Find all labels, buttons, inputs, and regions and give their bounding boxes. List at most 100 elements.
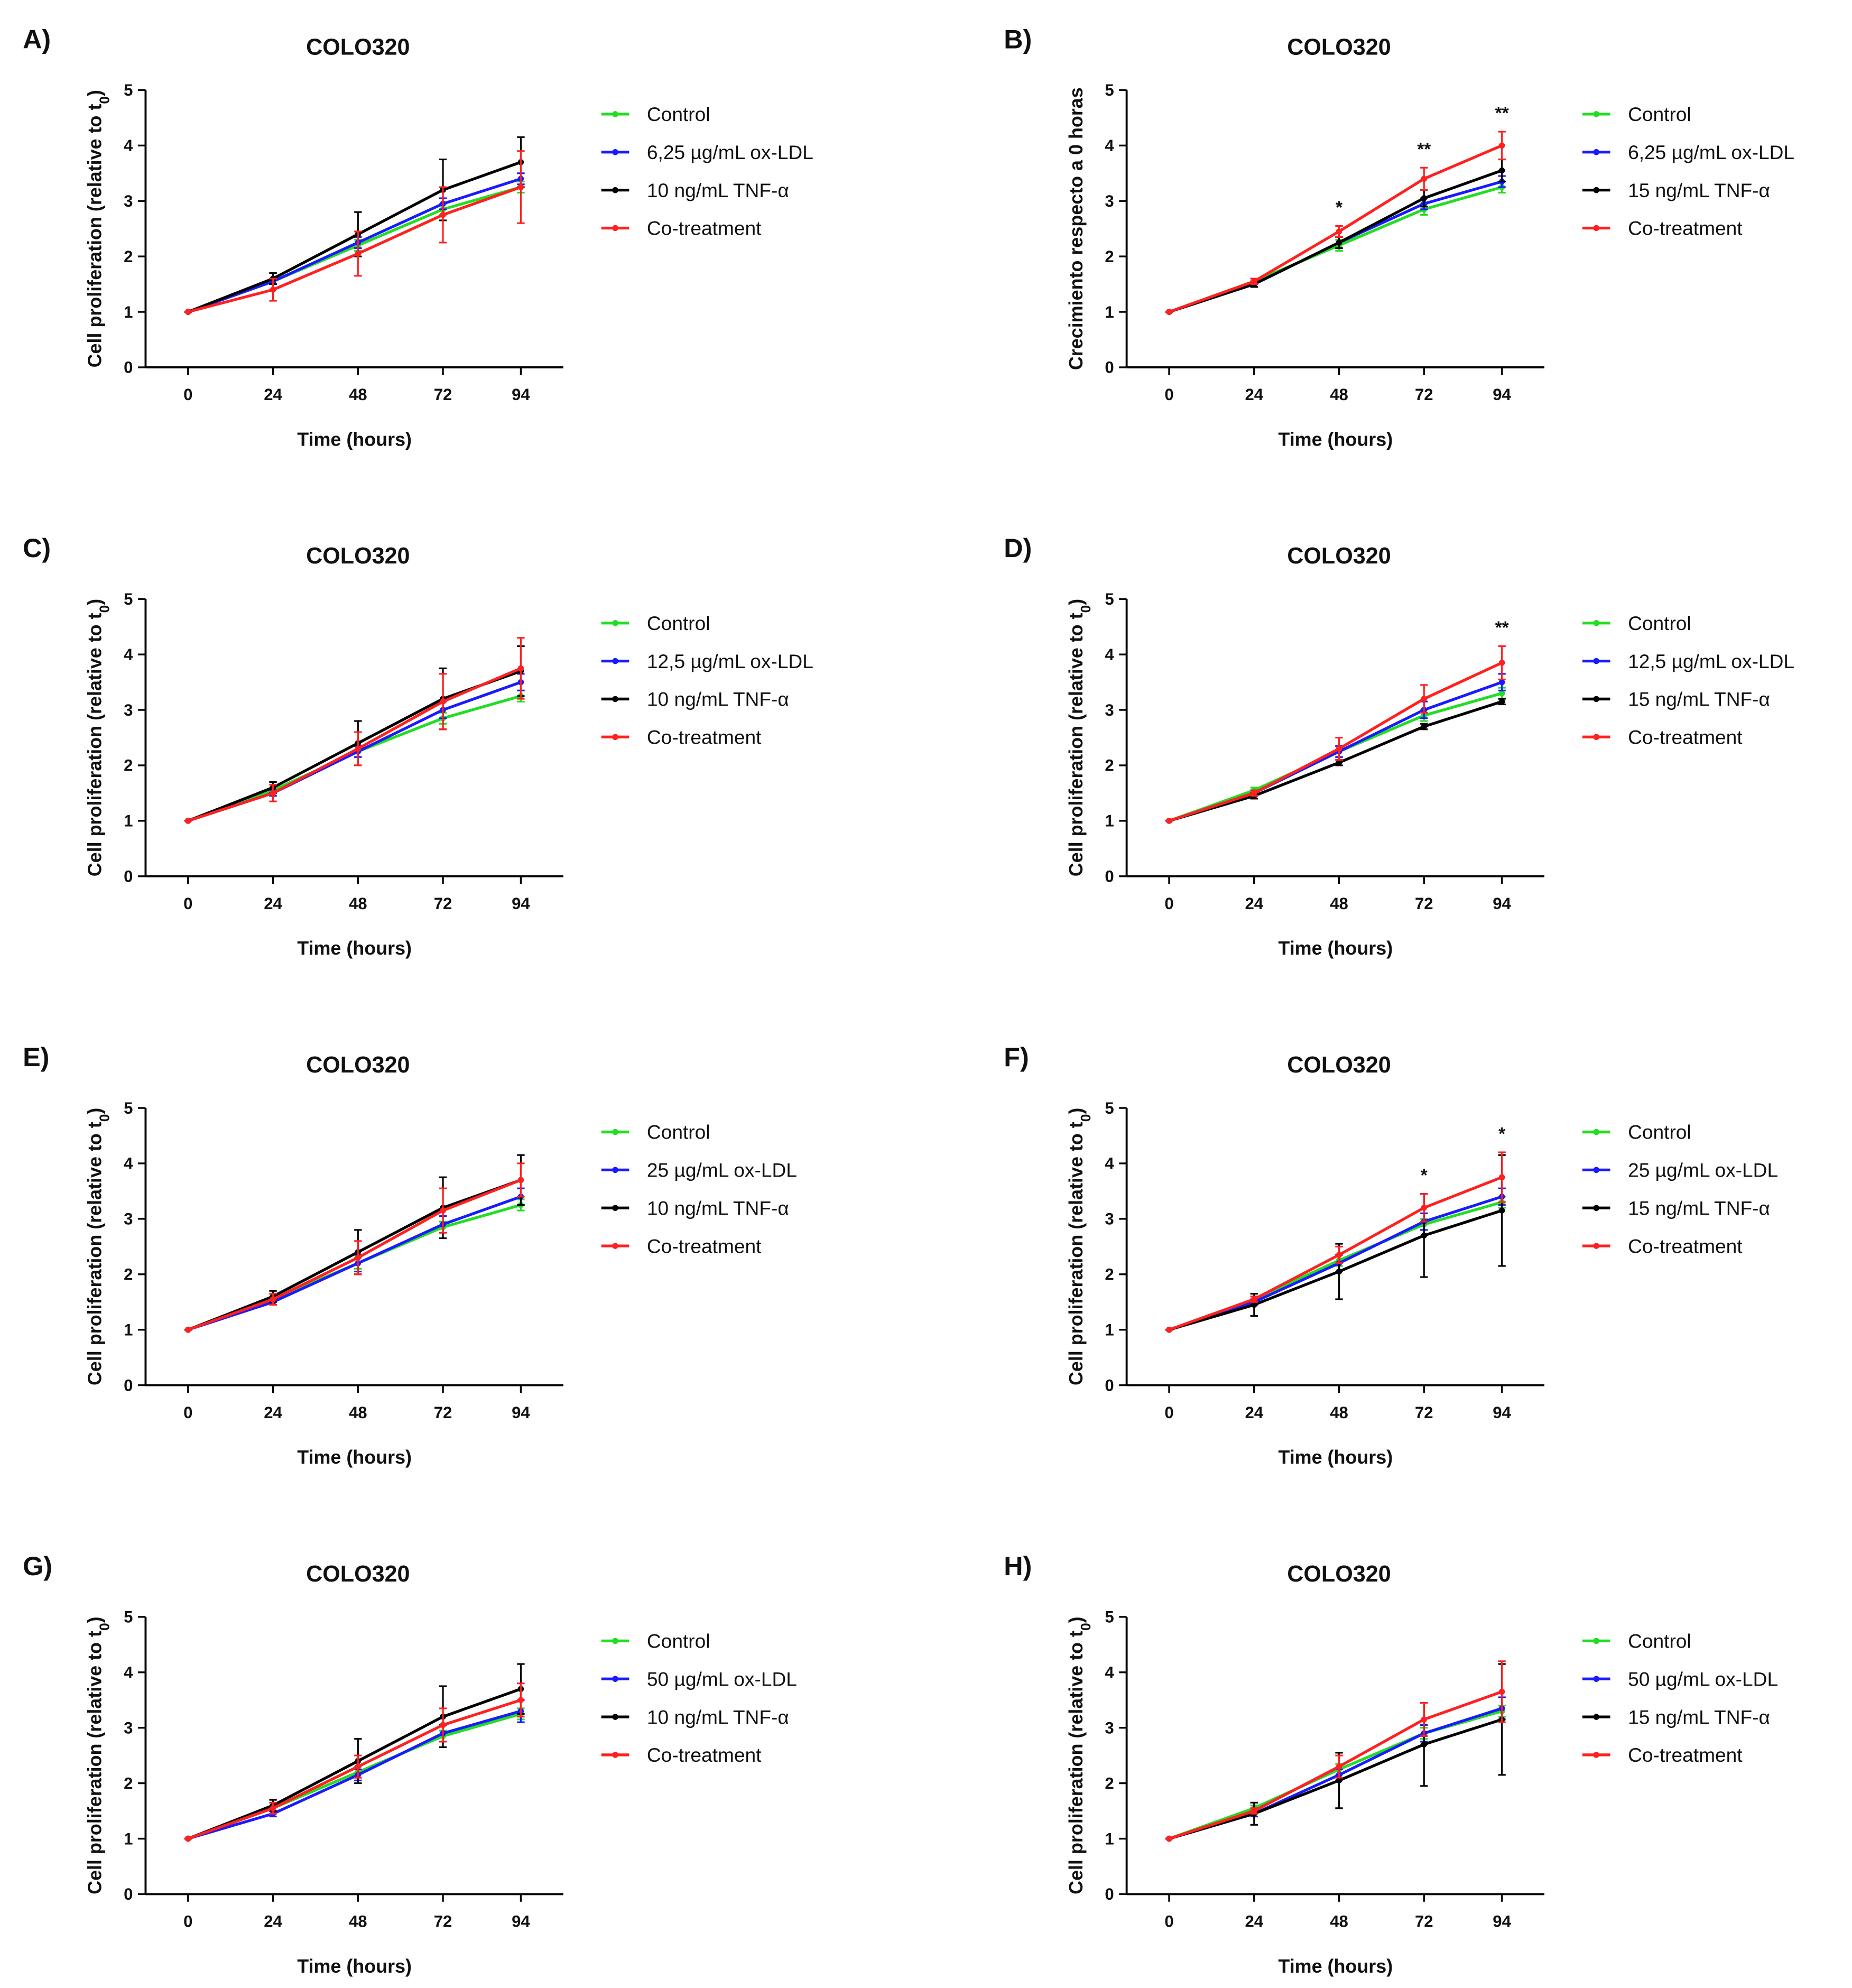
series-line: [187, 1178, 522, 1332]
legend-marker: [1593, 1243, 1599, 1249]
x-tick-label: 94: [1493, 1403, 1511, 1422]
legend-label: Co-treatment: [1628, 1235, 1743, 1257]
x-tick-label: 24: [1245, 1912, 1263, 1931]
data-point: [1498, 698, 1505, 705]
data-point: [1498, 679, 1505, 686]
data-point: [1421, 1232, 1428, 1239]
legend-label: 12,5 µg/mL ox-LDL: [1628, 650, 1794, 672]
series-line: [1169, 1690, 1503, 1841]
y-tick-label: 0: [124, 1885, 133, 1903]
y-tick-label: 2: [124, 1774, 133, 1792]
data-point: [1421, 696, 1428, 702]
data-point: [355, 745, 362, 752]
chart-title: COLO320: [306, 543, 410, 569]
data-point: [1166, 309, 1172, 315]
legend-label: Co-treatment: [1628, 726, 1743, 748]
x-tick-label: 24: [264, 1912, 282, 1931]
y-axis-label: Cell proliferation (relative to t0): [1065, 1616, 1094, 1894]
legend-marker: [612, 1243, 618, 1249]
series-line: [1169, 169, 1503, 313]
x-tick-label: 94: [512, 1403, 530, 1422]
y-tick-label: 4: [1105, 1154, 1114, 1173]
data-point: [185, 1835, 191, 1842]
legend-marker: [612, 187, 618, 193]
data-point: [1336, 1763, 1342, 1770]
y-tick-label: 1: [1105, 1829, 1114, 1848]
data-point: [270, 790, 276, 797]
data-point: [1498, 1207, 1505, 1214]
series-line: [1169, 144, 1503, 313]
data-point: [185, 309, 191, 315]
data-point: [1336, 759, 1342, 766]
data-point: [1251, 1808, 1257, 1814]
data-point: [1498, 690, 1505, 697]
panel-label: G): [23, 1551, 52, 1581]
x-tick-label: 0: [183, 1912, 192, 1931]
data-point: [1166, 1326, 1172, 1333]
legend-marker: [1593, 696, 1599, 702]
legend-label: 10 ng/mL TNF-α: [647, 1197, 789, 1219]
y-axis-label-part: ): [1065, 599, 1087, 605]
legend-marker: [612, 734, 618, 741]
significance-mark: **: [1495, 104, 1510, 123]
y-axis-label-part: 0: [97, 605, 113, 613]
panel-label: B): [1004, 24, 1032, 54]
data-point: [517, 1697, 524, 1703]
legend-label: 25 µg/mL ox-LDL: [1628, 1159, 1778, 1181]
legend-label: 10 ng/mL TNF-α: [647, 1706, 789, 1728]
x-tick-label: 48: [349, 1912, 367, 1931]
legend-label: 6,25 µg/mL ox-LDL: [1628, 141, 1794, 163]
legend-marker: [612, 1714, 618, 1720]
significance-mark: **: [1417, 140, 1431, 159]
legend-marker: [612, 619, 618, 626]
x-tick-label: 94: [1493, 1912, 1511, 1931]
legend-label: Co-treatment: [647, 217, 762, 239]
legend-label: 10 ng/mL TNF-α: [647, 688, 789, 710]
legend-label: Control: [647, 1630, 710, 1652]
legend-label: 15 ng/mL TNF-α: [1628, 1706, 1770, 1728]
significance-mark: *: [1421, 1166, 1428, 1186]
legend-label: Control: [1628, 612, 1691, 634]
y-tick-label: 4: [124, 1154, 133, 1173]
y-tick-label: 2: [124, 756, 133, 775]
x-axis-label: Time (hours): [1278, 937, 1393, 959]
y-tick-label: 4: [1105, 136, 1114, 155]
data-point: [1251, 1301, 1257, 1308]
data-point: [1336, 239, 1342, 246]
panel-label: C): [23, 533, 51, 563]
legend-marker: [1593, 111, 1599, 117]
data-point: [270, 1296, 276, 1302]
y-tick-label: 5: [124, 1099, 133, 1117]
x-axis-label: Time (hours): [1278, 428, 1393, 450]
legend-label: Control: [1628, 103, 1691, 125]
y-axis-label-part: 0: [97, 1114, 113, 1122]
y-axis-label-part: ): [84, 1616, 106, 1623]
data-point: [1251, 1296, 1257, 1302]
data-point: [1336, 1777, 1342, 1784]
x-tick-label: 0: [1164, 1403, 1173, 1422]
x-tick-label: 0: [183, 894, 192, 913]
y-tick-label: 4: [124, 1663, 133, 1682]
legend-marker: [1593, 1205, 1599, 1212]
y-axis-label-part: ): [84, 599, 106, 605]
data-point: [1421, 175, 1428, 182]
y-axis-label-part: ): [1065, 1616, 1087, 1623]
data-point: [517, 665, 524, 672]
y-tick-label: 0: [1105, 1885, 1114, 1903]
legend-marker: [612, 1205, 618, 1212]
legend-marker: [612, 658, 618, 664]
x-tick-label: 24: [1245, 1403, 1263, 1422]
data-point: [517, 1177, 524, 1183]
x-tick-label: 48: [1330, 1403, 1348, 1422]
data-point: [440, 211, 446, 218]
x-tick-label: 94: [512, 1912, 530, 1931]
data-point: [1421, 1741, 1428, 1747]
y-axis-label-part: Cell proliferation (relative to t: [84, 1122, 106, 1385]
y-tick-label: 1: [1105, 1320, 1114, 1339]
y-tick-label: 4: [1105, 645, 1114, 664]
y-tick-label: 2: [124, 247, 133, 266]
legend-marker: [612, 1676, 618, 1682]
data-point: [1498, 167, 1505, 174]
data-point: [1421, 1205, 1428, 1211]
series-line: [187, 1687, 522, 1840]
